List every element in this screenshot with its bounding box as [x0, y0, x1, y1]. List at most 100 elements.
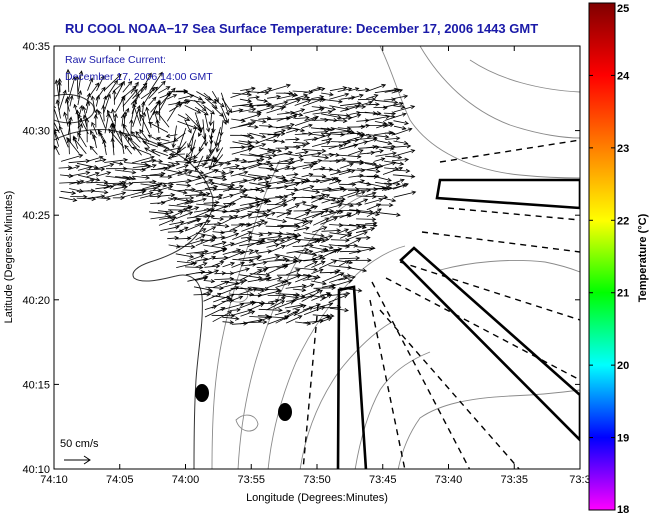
current-arrow: [175, 211, 194, 220]
current-arrow: [211, 298, 233, 309]
current-arrow: [211, 240, 227, 247]
current-arrow: [266, 203, 288, 212]
current-arrow: [69, 179, 85, 185]
current-arrow: [221, 112, 227, 126]
current-arrow: [159, 163, 176, 168]
current-arrow: [186, 206, 200, 212]
current-arrow: [268, 195, 284, 200]
current-arrow: [303, 107, 325, 114]
survey-lines: [302, 139, 580, 469]
current-arrow: [321, 197, 337, 204]
dashed-line: [399, 261, 580, 321]
current-arrow: [231, 308, 253, 316]
current-arrow: [175, 253, 195, 259]
current-arrow: [339, 260, 350, 267]
y-tick-label: 40:10: [22, 464, 50, 476]
current-arrow: [339, 162, 354, 169]
current-arrow: [277, 165, 291, 171]
current-arrow: [366, 94, 379, 100]
current-arrow: [366, 165, 380, 171]
current-arrow: [302, 178, 321, 184]
current-arrow: [176, 236, 192, 241]
current-arrow: [346, 231, 368, 241]
current-arrow: [213, 293, 235, 303]
colorbar-tick-label: 25: [617, 3, 629, 15]
current-arrow: [148, 96, 157, 106]
current-arrow: [162, 148, 179, 153]
current-arrow: [365, 102, 380, 107]
current-arrow: [231, 321, 248, 326]
current-arrow: [130, 191, 154, 198]
current-arrow: [212, 193, 224, 199]
current-arrow: [322, 106, 337, 112]
current-arrow: [158, 86, 171, 94]
current-arrow: [86, 167, 106, 172]
current-arrow: [240, 113, 262, 121]
current-arrow: [195, 276, 208, 281]
current-arrow: [310, 127, 332, 132]
y-tick-label: 40:25: [22, 210, 50, 222]
x-tick-label: 74:10: [40, 474, 68, 486]
current-arrow: [158, 91, 171, 113]
current-arrow: [347, 134, 365, 141]
marker-dot: [278, 403, 292, 421]
current-arrow: [257, 315, 272, 323]
current-arrow: [364, 111, 378, 116]
current-arrow: [249, 132, 267, 139]
current-arrow: [66, 137, 80, 154]
current-arrow: [213, 280, 230, 288]
current-arrow: [157, 209, 174, 215]
current-arrow: [374, 99, 399, 105]
current-arrow: [394, 94, 409, 99]
current-arrow: [329, 113, 351, 118]
current-arrow: [220, 232, 240, 240]
current-arrow: [204, 307, 226, 318]
current-arrow: [220, 281, 240, 286]
current-arrow: [127, 136, 142, 156]
current-arrow: [185, 159, 198, 164]
current-arrow: [365, 221, 378, 226]
current-arrow: [311, 226, 328, 233]
x-tick-label: 73:40: [435, 474, 463, 486]
current-arrow: [301, 220, 313, 227]
current-arrow: [220, 228, 238, 234]
current-arrow: [167, 155, 178, 160]
colorbar-tick-label: 22: [617, 215, 629, 227]
current-arrow: [60, 190, 77, 196]
current-arrow: [73, 103, 78, 115]
current-arrow: [266, 167, 280, 173]
current-arrow: [311, 140, 331, 147]
current-arrow: [121, 96, 126, 112]
current-arrow: [340, 104, 360, 112]
contour-line: [354, 351, 431, 469]
current-arrow: [150, 214, 172, 220]
current-arrow: [168, 197, 191, 203]
current-arrow: [167, 235, 180, 241]
current-arrow: [320, 317, 333, 323]
current-arrow: [248, 157, 265, 163]
current-arrow: [348, 149, 364, 156]
current-arrow: [202, 104, 215, 115]
current-arrow: [329, 179, 342, 185]
current-arrow: [283, 224, 301, 230]
current-arrow: [166, 100, 181, 122]
current-arrow: [195, 192, 211, 197]
current-arrow: [102, 139, 107, 155]
current-arrow: [203, 214, 216, 219]
current-arrow: [257, 150, 276, 157]
contour-line: [267, 245, 406, 469]
current-arrow: [187, 218, 202, 225]
current-arrow: [286, 232, 302, 238]
current-arrow: [248, 249, 260, 255]
contour-line: [419, 46, 580, 139]
current-arrow: [87, 82, 100, 100]
current-arrow: [382, 197, 397, 203]
current-arrow: [258, 180, 270, 185]
current-arrow: [339, 190, 360, 198]
current-arrow: [160, 225, 180, 231]
current-arrow: [285, 283, 307, 289]
current-arrow: [267, 276, 283, 282]
current-arrow: [113, 113, 118, 134]
current-arrow: [167, 169, 189, 177]
current-arrow: [168, 152, 186, 157]
